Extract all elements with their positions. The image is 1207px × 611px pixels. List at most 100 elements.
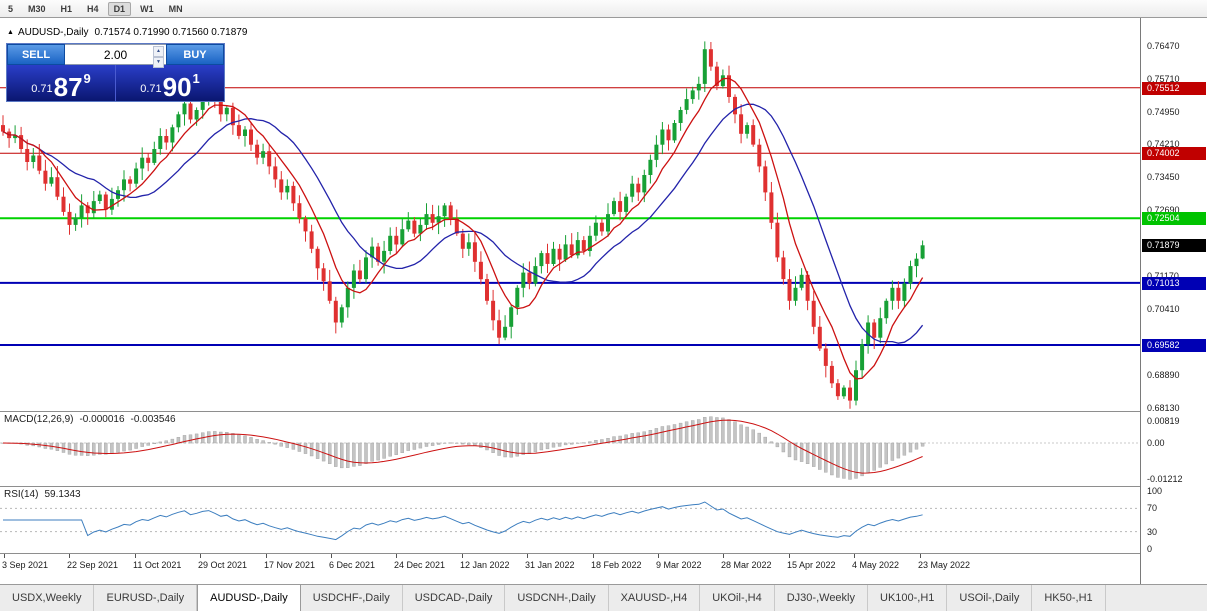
price-tick-label: 0.70410 (1147, 304, 1180, 314)
macd-value-signal: -0.003546 (130, 414, 176, 425)
buy-button[interactable]: BUY (166, 44, 224, 65)
chart-tab-usdx-weekly[interactable]: USDX,Weekly (0, 585, 95, 611)
price-tick-label: 0.73450 (1147, 172, 1180, 182)
chart-tab-usoil-daily[interactable]: USOil-,Daily (947, 585, 1033, 611)
date-tick-label: 11 Oct 2021 (133, 560, 182, 570)
sell-price-prefix: 0.71 (31, 83, 53, 95)
date-tick-mark (135, 554, 136, 558)
chart-tab-xauusd-h4[interactable]: XAUUSD-,H4 (609, 585, 701, 611)
chart-tab-usdchf-daily[interactable]: USDCHF-,Daily (301, 585, 403, 611)
buy-price-big: 90 (162, 72, 192, 102)
rsi-label: RSI(14) 59.1343 (4, 489, 81, 500)
date-tick-label: 6 Dec 2021 (329, 560, 376, 570)
rsi-pane[interactable]: RSI(14) 59.1343 (0, 487, 1140, 554)
rsi-axis-label: 0 (1147, 544, 1153, 554)
date-tick-mark (266, 554, 267, 558)
date-tick-mark (4, 554, 5, 558)
candlestick-chart[interactable] (0, 18, 1140, 411)
macd-name: MACD(12,26,9) (4, 414, 74, 425)
chart-tab-uk100-h1[interactable]: UK100-,H1 (868, 585, 948, 611)
chart-tab-hk50-h1[interactable]: HK50-,H1 (1032, 585, 1106, 611)
sell-price-big: 87 (53, 72, 83, 102)
price-tick-label: 0.68130 (1147, 403, 1180, 413)
date-tick-mark (527, 554, 528, 558)
price-tick-label: 0.72690 (1147, 205, 1180, 215)
buy-price-prefix: 0.71 (140, 83, 162, 95)
price-tick-label: 0.74950 (1147, 107, 1180, 117)
sell-price-display[interactable]: 0.71 87 9 (7, 65, 116, 101)
macd-pane[interactable]: MACD(12,26,9) -0.000016 -0.003546 (0, 412, 1140, 487)
date-tick-label: 18 Feb 2022 (591, 560, 642, 570)
date-tick-label: 9 Mar 2022 (656, 560, 702, 570)
date-tick-label: 28 Mar 2022 (721, 560, 772, 570)
date-tick-mark (462, 554, 463, 558)
date-tick-label: 12 Jan 2022 (460, 560, 510, 570)
macd-axis-top: 0.00819 (1147, 416, 1180, 426)
level-price-badge: 0.72504 (1142, 212, 1206, 225)
symbol-period-label: AUDUSD-,Daily (17, 27, 89, 38)
rsi-chart (0, 501, 1140, 541)
rsi-axis-label: 30 (1147, 527, 1158, 537)
price-tick-label: 0.75710 (1147, 74, 1180, 84)
date-tick-mark (658, 554, 659, 558)
rsi-name: RSI(14) (4, 489, 39, 500)
lot-size-input[interactable]: 2.00 ▲ ▼ (65, 44, 166, 68)
macd-axis-bottom: -0.01212 (1147, 474, 1183, 484)
timeframe-button-d1[interactable]: D1 (107, 1, 132, 16)
date-tick-label: 3 Sep 2021 (2, 560, 49, 570)
chart-area: ▲ AUDUSD-,Daily 0.71574 0.71990 0.71560 … (0, 18, 1207, 584)
rsi-axis-label: 100 (1147, 486, 1163, 496)
sell-price-pip: 9 (83, 71, 91, 86)
date-tick-label: 29 Oct 2021 (198, 560, 248, 570)
ohlc-values: 0.71574 0.71990 0.71560 0.71879 (94, 27, 248, 38)
macd-value-main: -0.000016 (79, 414, 125, 425)
date-tick-mark (593, 554, 594, 558)
current-price-badge: 0.71879 (1142, 239, 1206, 252)
date-tick-mark (200, 554, 201, 558)
lot-increase-icon[interactable]: ▲ (153, 46, 164, 57)
date-tick-label: 17 Nov 2021 (264, 560, 316, 570)
chart-tab-dj30-weekly[interactable]: DJ30-,Weekly (775, 585, 868, 611)
price-axis[interactable]: 0.76470 0.75710 0.74950 0.74210 0.73450 0.726… (1140, 18, 1207, 584)
lot-decrease-icon[interactable]: ▼ (153, 57, 164, 68)
sell-button[interactable]: SELL (7, 44, 65, 65)
date-tick-label: 31 Jan 2022 (525, 560, 575, 570)
buy-price-display[interactable]: 0.71 90 1 (116, 65, 224, 101)
chart-tab-eurusd-daily[interactable]: EURUSD-,Daily (94, 585, 198, 611)
price-pane[interactable]: ▲ AUDUSD-,Daily 0.71574 0.71990 0.71560 … (0, 18, 1140, 412)
timeframe-button-5[interactable]: 5 (2, 2, 19, 16)
chart-title: ▲ AUDUSD-,Daily 0.71574 0.71990 0.71560 … (7, 27, 247, 38)
date-tick-label: 4 May 2022 (852, 560, 900, 570)
date-tick-label: 22 Sep 2021 (67, 560, 119, 570)
timeframe-button-h1[interactable]: H1 (55, 2, 79, 16)
date-tick-mark (396, 554, 397, 558)
time-axis[interactable]: 3 Sep 2021 22 Sep 2021 11 Oct 2021 29 Oct 2… (0, 554, 1140, 584)
level-price-badge: 0.69582 (1142, 339, 1206, 352)
timeframe-toolbar: 5 M30 H1 H4 D1 W1 MN (0, 0, 1207, 18)
chart-tab-audusd-daily[interactable]: AUDUSD-,Daily (197, 585, 301, 611)
macd-label: MACD(12,26,9) -0.000016 -0.003546 (4, 414, 176, 425)
date-tick-mark (69, 554, 70, 558)
buy-price-pip: 1 (192, 71, 200, 86)
collapse-triangle-icon[interactable]: ▲ (7, 29, 14, 36)
date-tick-mark (723, 554, 724, 558)
date-tick-label: 24 Dec 2021 (394, 560, 446, 570)
timeframe-button-w1[interactable]: W1 (134, 2, 160, 16)
level-price-badge: 0.75512 (1142, 82, 1206, 95)
chart-tab-bar: USDX,Weekly EURUSD-,Daily AUDUSD-,Daily USD… (0, 584, 1207, 611)
date-tick-label: 15 Apr 2022 (787, 560, 836, 570)
price-tick-label: 0.68890 (1147, 370, 1180, 380)
date-tick-mark (920, 554, 921, 558)
chart-tab-usdcad-daily[interactable]: USDCAD-,Daily (403, 585, 506, 611)
lot-spinner: ▲ ▼ (153, 46, 164, 68)
macd-axis-zero: 0.00 (1147, 438, 1165, 448)
level-price-badge: 0.74002 (1142, 147, 1206, 160)
chart-tab-usdcnh-daily[interactable]: USDCNH-,Daily (505, 585, 609, 611)
timeframe-button-m30[interactable]: M30 (22, 2, 52, 16)
timeframe-button-mn[interactable]: MN (163, 2, 189, 16)
macd-chart (0, 416, 1140, 480)
chart-tab-ukoil-h4[interactable]: UKOil-,H4 (700, 585, 775, 611)
one-click-trading-panel: SELL 2.00 ▲ ▼ BUY 0.71 87 9 (6, 43, 225, 102)
timeframe-button-h4[interactable]: H4 (81, 2, 105, 16)
